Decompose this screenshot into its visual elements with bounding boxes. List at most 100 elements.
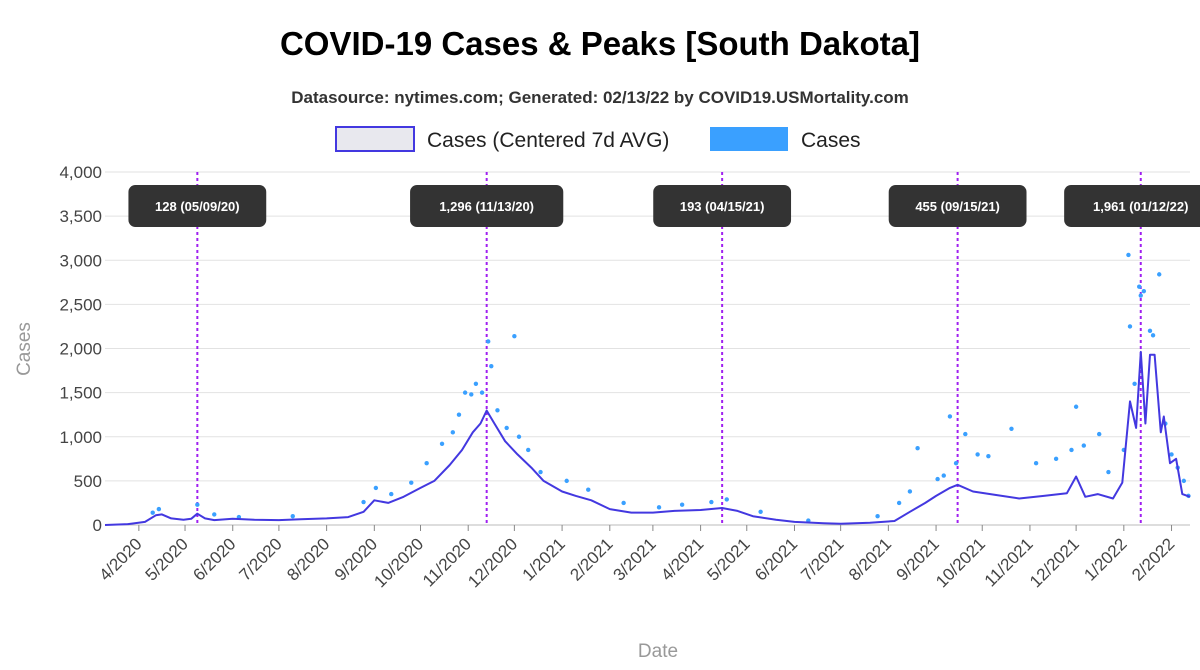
- case-point: [1106, 469, 1111, 475]
- case-point: [656, 505, 662, 510]
- peak-label-box: [128, 185, 267, 227]
- case-point: [439, 441, 445, 447]
- peak-label: 1,296 (11/13/20): [410, 185, 564, 227]
- x-tick-label: 4/2020: [95, 534, 145, 584]
- legend: Cases (Centered 7d AVG) Cases: [335, 126, 861, 152]
- peak-label: 193 (04/15/21): [653, 185, 792, 227]
- y-tick-label: 2,000: [59, 340, 102, 359]
- x-tick-label: 2/2021: [566, 534, 616, 584]
- x-tick-label: 2/2022: [1128, 534, 1178, 584]
- peak-label: 1,961 (01/12/22): [1064, 185, 1200, 227]
- peak-label-text: 1,296 (11/13/20): [439, 199, 534, 214]
- case-point: [758, 509, 763, 514]
- case-point: [1073, 404, 1079, 409]
- case-point: [512, 333, 517, 339]
- peak-label-box: [653, 185, 792, 227]
- case-point: [915, 446, 920, 451]
- x-tick-label: 10/2020: [370, 534, 427, 591]
- x-axis-label: Date: [638, 641, 678, 662]
- case-point: [1053, 456, 1059, 462]
- case-point: [986, 453, 991, 459]
- case-point: [896, 500, 902, 506]
- case-point: [724, 497, 729, 502]
- case-point: [450, 430, 456, 435]
- case-point: [1081, 443, 1087, 448]
- case-point: [935, 476, 940, 482]
- case-point: [586, 487, 591, 492]
- case-point: [1138, 293, 1143, 298]
- case-point: [564, 478, 569, 484]
- peak-label-box: [888, 185, 1027, 227]
- case-point: [462, 390, 468, 395]
- x-tick-label: 1/2022: [1080, 534, 1130, 584]
- case-point: [290, 513, 295, 519]
- case-point: [495, 408, 500, 413]
- case-point: [1009, 426, 1014, 432]
- case-point: [1127, 324, 1133, 329]
- x-tick-label: 6/2020: [189, 534, 239, 584]
- case-point: [1169, 452, 1174, 457]
- legend-swatch-avg: [335, 126, 415, 152]
- x-tick-label: 5/2021: [703, 534, 753, 584]
- peak-label-text: 193 (04/15/21): [680, 199, 765, 214]
- case-point: [469, 392, 474, 397]
- x-tick-label: 8/2020: [283, 534, 333, 584]
- case-point: [1069, 447, 1074, 453]
- case-point: [1157, 272, 1162, 277]
- case-point: [1126, 252, 1131, 258]
- y-tick-label: 1,000: [59, 428, 102, 447]
- x-tick-label: 7/2020: [236, 534, 286, 584]
- y-tick-label: 3,500: [59, 207, 102, 226]
- x-tick-label: 5/2020: [142, 534, 192, 584]
- y-axis-ticks: 0 500 1,000 1,500 2,000 2,500 3,000 3,500 4,000: [59, 163, 102, 535]
- x-tick-label: 3/2021: [610, 534, 660, 584]
- case-point: [504, 425, 509, 431]
- y-axis-label: Cases: [14, 322, 35, 376]
- peak-labels: 128 (05/09/20) 1,296 (11/13/20) 193 (04/15…: [128, 185, 1200, 227]
- x-tick-label: 10/2021: [932, 534, 989, 591]
- y-tick-label: 4,000: [59, 163, 102, 182]
- case-point: [156, 506, 162, 512]
- case-point: [538, 469, 543, 475]
- case-point: [1147, 328, 1153, 334]
- case-point: [709, 499, 714, 505]
- peak-label-box: [1064, 185, 1200, 227]
- x-tick-label: 6/2021: [751, 534, 801, 584]
- case-point: [953, 461, 959, 466]
- case-point: [1141, 288, 1147, 294]
- case-point: [389, 491, 394, 497]
- y-tick-label: 500: [74, 472, 102, 491]
- peak-label: 455 (09/15/21): [888, 185, 1027, 227]
- case-point: [1132, 381, 1137, 386]
- legend-label-avg: Cases (Centered 7d AVG): [427, 129, 669, 152]
- case-point: [963, 431, 968, 437]
- chart-title: COVID-19 Cases & Peaks [South Dakota]: [280, 25, 920, 62]
- x-tick-label: 7/2021: [797, 534, 847, 584]
- x-tick-label: 11/2021: [981, 534, 1037, 590]
- x-tick-label: 1/2021: [519, 534, 569, 584]
- chart-subtitle: Datasource: nytimes.com; Generated: 02/1…: [291, 88, 909, 107]
- case-point: [526, 447, 531, 453]
- peak-label-text: 455 (09/15/21): [915, 199, 1000, 214]
- y-tick-label: 2,500: [59, 295, 102, 314]
- case-point: [1137, 284, 1142, 289]
- case-point: [516, 434, 522, 439]
- case-point: [679, 502, 685, 507]
- case-point: [1033, 461, 1039, 466]
- x-axis-ticks: 4/20205/20206/20207/20208/20209/202010/2…: [95, 534, 1178, 591]
- grid: [105, 171, 1190, 531]
- case-point: [456, 412, 462, 417]
- case-point: [409, 480, 414, 485]
- y-tick-label: 0: [93, 516, 102, 535]
- case-point: [212, 512, 217, 517]
- case-point: [947, 414, 953, 419]
- case-point: [479, 390, 485, 395]
- peak-label-text: 1,961 (01/12/22): [1093, 199, 1188, 214]
- y-tick-label: 1,500: [59, 384, 102, 403]
- avg-line-layer: [104, 350, 1191, 526]
- case-point: [907, 489, 913, 494]
- case-point: [941, 473, 946, 478]
- x-tick-label: 11/2020: [419, 534, 475, 590]
- case-point: [361, 499, 366, 505]
